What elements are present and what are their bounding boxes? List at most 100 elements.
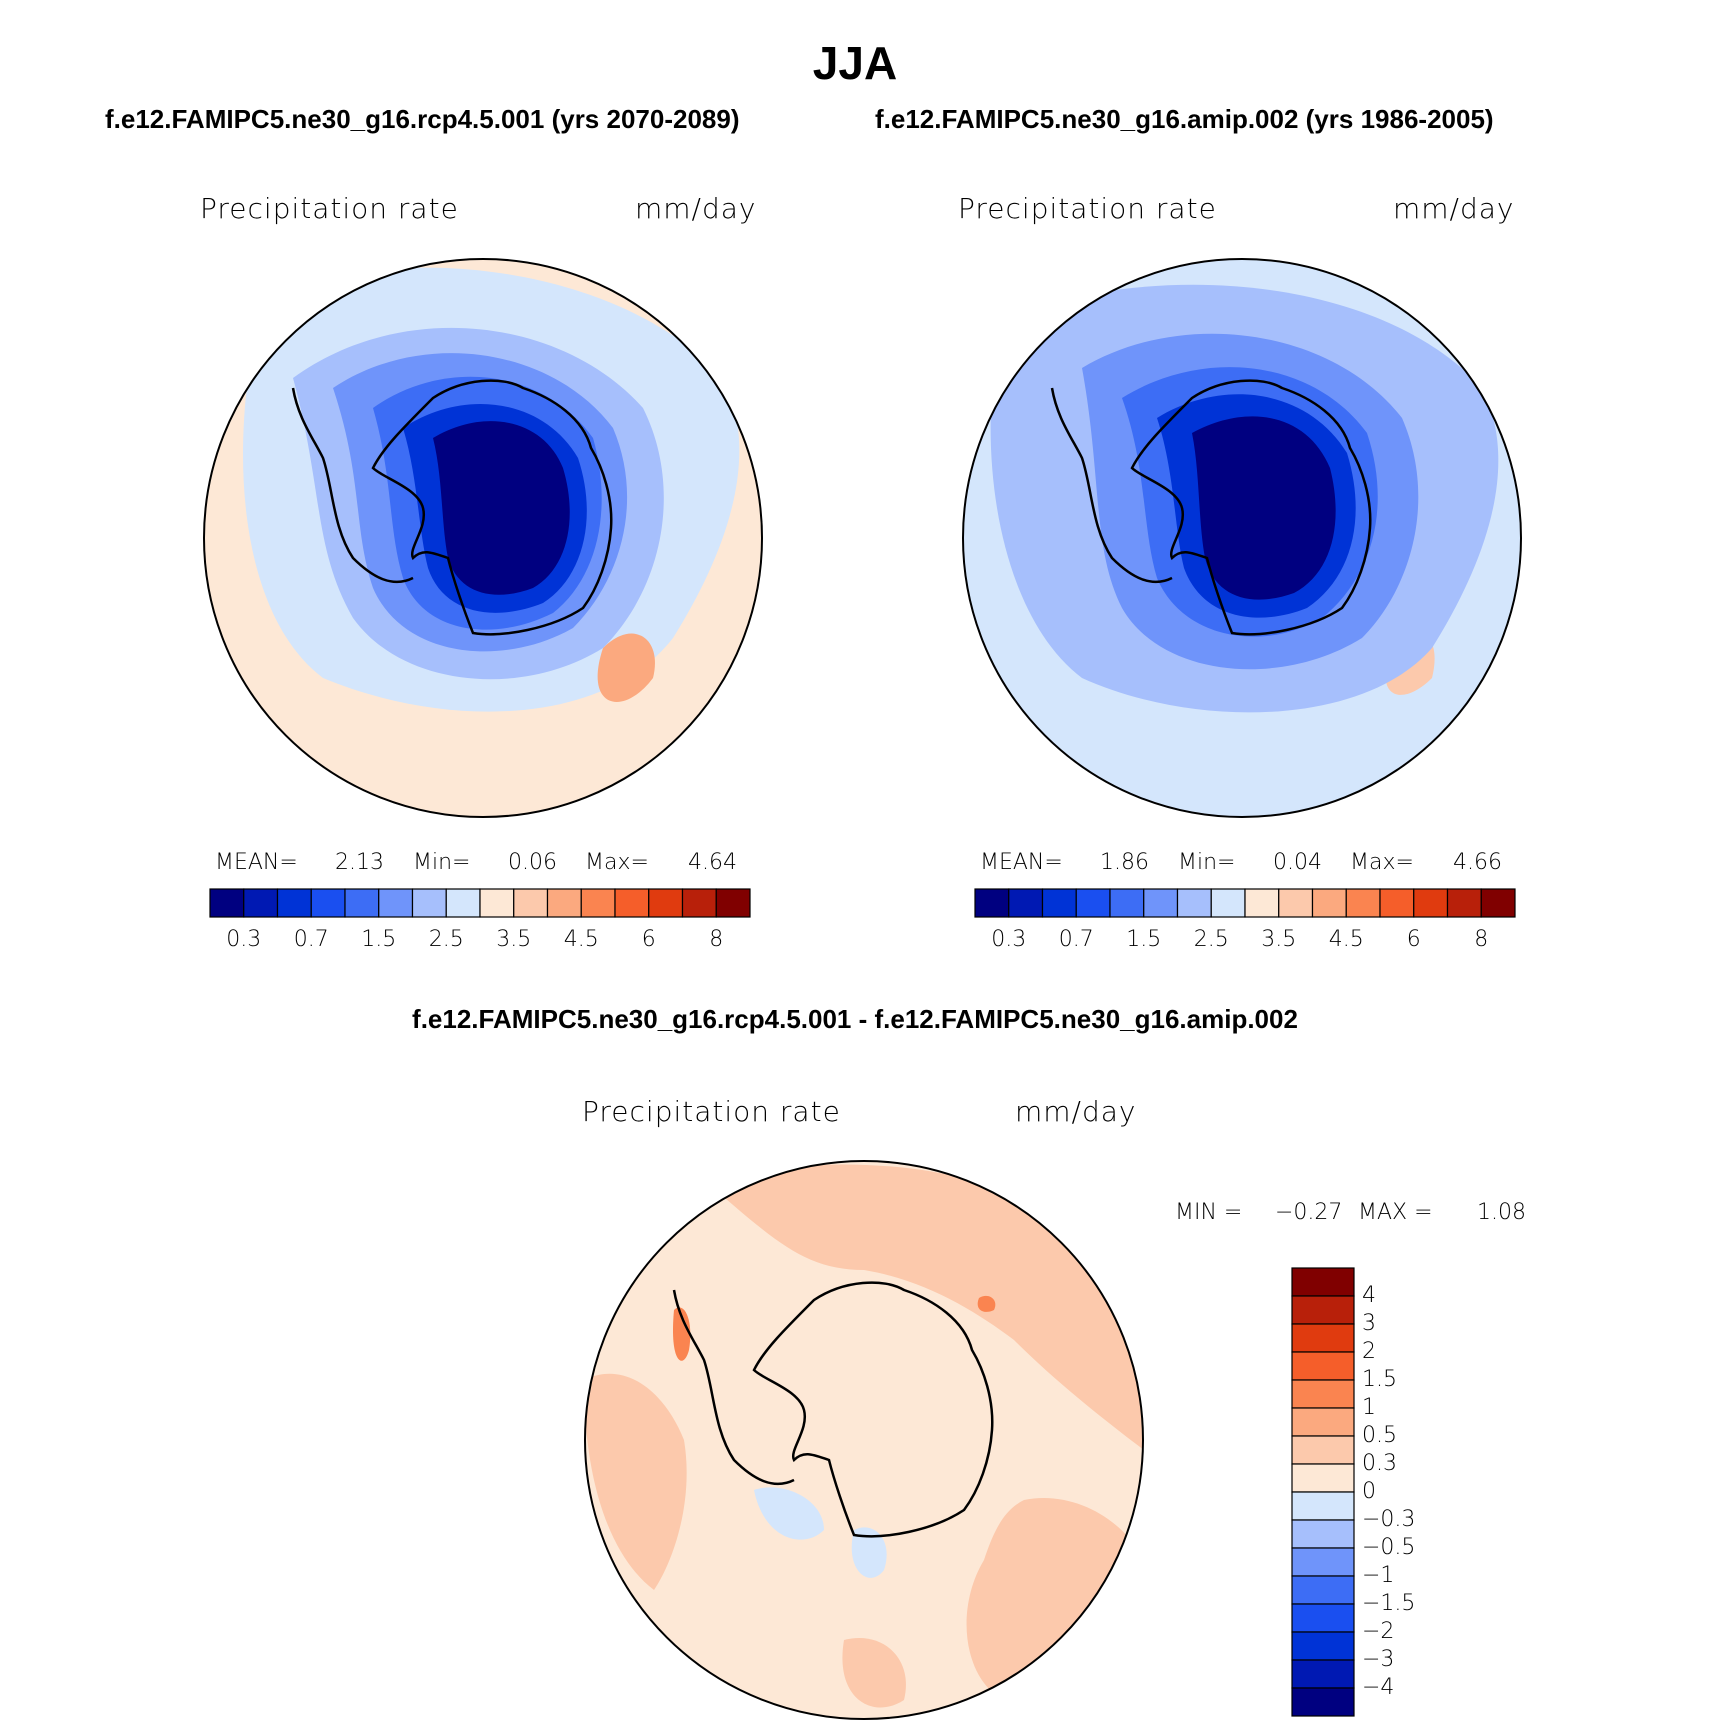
diff-colorbar-swatch	[1291, 1267, 1355, 1297]
panel1-mean-label: MEAN=	[215, 850, 298, 875]
diff-colorbar-swatch	[1291, 1491, 1355, 1521]
panel1-colorbar	[209, 888, 751, 918]
panel1-colorbar-swatch	[411, 888, 447, 918]
panel2-colorbar-tick-label: 8	[1474, 927, 1489, 952]
panel2-variable-label: Precipitation rate	[958, 192, 1217, 225]
panel2-min-label: Min=	[1178, 850, 1236, 875]
diff-colorbar-tick-label: 1	[1362, 1395, 1376, 1420]
diff-colorbar-tick-label: −2	[1362, 1619, 1395, 1644]
diff-colorbar-swatch	[1291, 1575, 1355, 1605]
panel2-colorbar-swatch	[1244, 888, 1280, 918]
panel2-colorbar-swatch	[1379, 888, 1415, 918]
diff-max-value: 1.08	[1477, 1200, 1526, 1225]
diff-colorbar-tick-label: −1.5	[1362, 1591, 1416, 1616]
panel1-colorbar-swatch	[344, 888, 380, 918]
panel2-colorbar-tick-label: 1.5	[1126, 927, 1162, 952]
diff-colorbar-swatch	[1291, 1659, 1355, 1689]
panel1-colorbar-swatch	[276, 888, 312, 918]
diff-colorbar-tick-label: 3	[1362, 1311, 1376, 1336]
diff-colorbar-tick-label: −0.5	[1362, 1535, 1416, 1560]
diff-colorbar-swatch	[1291, 1519, 1355, 1549]
diff-min-value: −0.27	[1275, 1200, 1343, 1225]
diff-colorbar-tick-label: 1.5	[1362, 1367, 1397, 1392]
panel1-colorbar-swatch	[580, 888, 616, 918]
panel1-colorbar-tick-label: 0.7	[293, 927, 329, 952]
diff-min-label: MIN =	[1175, 1200, 1243, 1225]
panel1-colorbar-swatch	[310, 888, 346, 918]
diff-colorbar-swatch	[1291, 1547, 1355, 1577]
panel1-colorbar-swatch	[614, 888, 650, 918]
panel2-colorbar-tick-label: 0.3	[991, 927, 1027, 952]
panel1-min-value: 0.06	[508, 850, 557, 875]
panel2-colorbar-tick-label: 3.5	[1261, 927, 1297, 952]
panel1-mean-value: 2.13	[335, 850, 384, 875]
panel1-colorbar-swatch	[546, 888, 582, 918]
panel1-colorbar-tick-label: 1.5	[361, 927, 397, 952]
panel1-colorbar-swatch	[445, 888, 481, 918]
panel1-colorbar-swatch	[479, 888, 515, 918]
panel1-colorbar-swatch	[209, 888, 245, 918]
panel1-max-value: 4.64	[688, 850, 737, 875]
panel2-colorbar-swatch	[1413, 888, 1449, 918]
panel1-colorbar-tick-label: 4.5	[563, 927, 599, 952]
diff-units-label: mm/day	[1015, 1095, 1137, 1128]
panel2-colorbar-swatch	[1345, 888, 1381, 918]
diff-map	[584, 1160, 1144, 1720]
panel1-colorbar-swatch	[378, 888, 414, 918]
panel2-mean-label: MEAN=	[980, 850, 1063, 875]
panel1-colorbar-swatch	[648, 888, 684, 918]
panel2-colorbar	[974, 888, 1516, 918]
panel1-colorbar-tick-label: 6	[641, 927, 656, 952]
diff-colorbar-swatch	[1291, 1631, 1355, 1661]
diff-max-label: MAX =	[1358, 1200, 1433, 1225]
panel1-map	[203, 258, 763, 818]
panel2-colorbar-tick-label: 6	[1406, 927, 1421, 952]
panel1-max-label: Max=	[585, 850, 649, 875]
panel2-colorbar-swatch	[974, 888, 1010, 918]
panel2-colorbar-swatch	[1041, 888, 1077, 918]
panel2-colorbar-swatch	[1446, 888, 1482, 918]
panel2-colorbar-swatch	[1008, 888, 1044, 918]
panel1-colorbar-tick-label: 0.3	[226, 927, 262, 952]
panel2-colorbar-swatch	[1109, 888, 1145, 918]
panel1-colorbar-swatch	[243, 888, 279, 918]
diff-variable-label: Precipitation rate	[582, 1095, 841, 1128]
diff-colorbar-swatch	[1291, 1603, 1355, 1633]
panel2-units-label: mm/day	[1393, 192, 1515, 225]
diff-colorbar-tick-label: 2	[1362, 1339, 1376, 1364]
panel2-colorbar-swatch	[1075, 888, 1111, 918]
panel2-map	[962, 258, 1522, 818]
diff-colorbar-swatch	[1291, 1323, 1355, 1353]
diff-colorbar-swatch	[1291, 1379, 1355, 1409]
panel1-colorbar-swatch	[513, 888, 549, 918]
diff-colorbar-swatch	[1291, 1435, 1355, 1465]
panel2-colorbar-swatch	[1176, 888, 1212, 918]
panel1-colorbar-tick-label: 8	[709, 927, 724, 952]
diff-subtitle: f.e12.FAMIPC5.ne30_g16.rcp4.5.001 - f.e1…	[412, 1004, 1298, 1034]
panel2-colorbar-swatch	[1480, 888, 1516, 918]
panel2-colorbar-swatch	[1278, 888, 1314, 918]
panel2-colorbar-tick-label: 0.7	[1058, 927, 1094, 952]
diff-colorbar-tick-label: −0.3	[1362, 1507, 1416, 1532]
panel1-colorbar-swatch	[715, 888, 751, 918]
panel1-colorbar-tick-label: 3.5	[496, 927, 532, 952]
diff-colorbar-swatch	[1291, 1687, 1355, 1717]
panel1-colorbar-tick-label: 2.5	[428, 927, 464, 952]
diff-colorbar-swatch	[1291, 1295, 1355, 1325]
diff-colorbar-tick-label: −1	[1362, 1563, 1395, 1588]
panel2-colorbar-tick-label: 4.5	[1328, 927, 1364, 952]
panel1-variable-label: Precipitation rate	[200, 192, 459, 225]
panel2-colorbar-swatch	[1143, 888, 1179, 918]
panel2-max-label: Max=	[1350, 850, 1414, 875]
panel1-colorbar-swatch	[681, 888, 717, 918]
diff-colorbar-tick-label: 0	[1362, 1479, 1376, 1504]
panel1-subtitle: f.e12.FAMIPC5.ne30_g16.rcp4.5.001 (yrs 2…	[105, 104, 740, 134]
panel2-colorbar-swatch	[1210, 888, 1246, 918]
panel1-min-label: Min=	[413, 850, 471, 875]
panel2-subtitle: f.e12.FAMIPC5.ne30_g16.amip.002 (yrs 198…	[875, 104, 1494, 134]
panel2-colorbar-tick-label: 2.5	[1193, 927, 1229, 952]
diff-colorbar-tick-label: −4	[1362, 1675, 1395, 1700]
page-title: JJA	[812, 37, 898, 89]
diff-colorbar-swatch	[1291, 1463, 1355, 1493]
diff-colorbar-swatch	[1291, 1351, 1355, 1381]
